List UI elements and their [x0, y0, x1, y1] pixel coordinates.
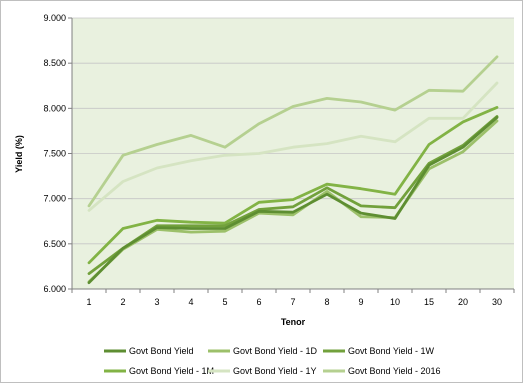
x-tick-label: 2 [120, 297, 125, 307]
series-line [87, 106, 499, 265]
x-tick-label: 6 [256, 297, 261, 307]
x-tick-label: 3 [154, 297, 159, 307]
x-tick-label: 4 [188, 297, 193, 307]
y-tick-label: 8.000 [43, 103, 66, 113]
x-tick-label: 30 [492, 297, 502, 307]
series-line [87, 119, 499, 284]
series-line [87, 116, 499, 285]
x-tick-label: 10 [390, 297, 400, 307]
legend-label: Govt Bond Yield - 1M [129, 366, 214, 376]
y-tick-label: 9.000 [43, 13, 66, 23]
legend-label: Govt Bond Yield [129, 346, 194, 356]
legend-label: Govt Bond Yield - 1W [348, 346, 435, 356]
x-tick-label: 8 [324, 297, 329, 307]
x-tick-label: 1 [86, 297, 91, 307]
legend-label: Govt Bond Yield - 2016 [348, 366, 441, 376]
legend-label: Govt Bond Yield - 1Y [233, 366, 317, 376]
y-tick-label: 6.500 [43, 239, 66, 249]
series-lines [87, 55, 499, 285]
series-line [87, 81, 499, 212]
x-tick-label: 9 [358, 297, 363, 307]
axes: 6.000 6.500 7.000 7.500 8.000 8.500 9.000 1 2 3 4 5… [43, 13, 515, 307]
y-tick-label: 6.000 [43, 284, 66, 294]
x-tick-label: 7 [290, 297, 295, 307]
x-tick-label: 20 [458, 297, 468, 307]
y-tick-label: 8.500 [43, 58, 66, 68]
series-line [87, 115, 499, 276]
x-axis-title: Tenor [281, 317, 306, 327]
x-tick-label: 15 [424, 297, 434, 307]
legend-label: Govt Bond Yield - 1D [233, 346, 318, 356]
legend: Govt Bond Yield Govt Bond Yield - 1D Govt … [104, 346, 441, 376]
x-tick-label: 5 [222, 297, 227, 307]
y-tick-label: 7.000 [43, 194, 66, 204]
series-line [87, 55, 499, 208]
y-tick-label: 7.500 [43, 149, 66, 159]
y-axis-title: Yield (%) [14, 135, 24, 173]
